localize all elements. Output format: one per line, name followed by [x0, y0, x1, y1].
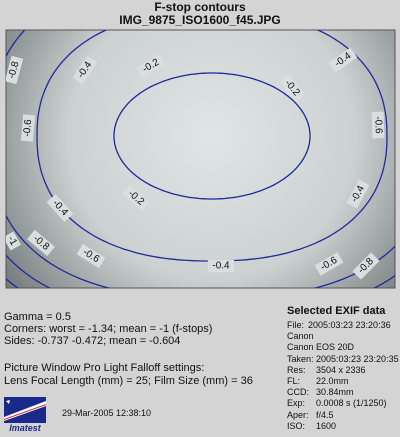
contour-label: -0.6 [371, 111, 385, 139]
settings-values: Lens Focal Length (mm) = 25; Film Size (… [4, 375, 253, 387]
exif-value: 0.0008 s (1/1250) [316, 398, 387, 409]
contour-label-text: -0.6 [372, 116, 384, 134]
exif-key: CCD: [287, 387, 309, 398]
contour-label-bg [27, 229, 55, 257]
contour-line-neg0_2 [113, 72, 311, 200]
exif-key: File: [287, 320, 305, 330]
contour-label-bg [6, 231, 21, 251]
contour-label-bg [6, 55, 24, 85]
exif-value: 2005:03:23 23:20:36 [308, 320, 391, 330]
contour-label-text: -0.8 [6, 60, 21, 80]
imatest-logo: Imatest [4, 397, 46, 433]
contour-label: -0.8 [6, 55, 24, 85]
contour-label-text: -0.4 [212, 261, 230, 272]
exif-key: Taken: [287, 353, 314, 364]
exif-key: Aper: [287, 409, 309, 420]
chart-title: F-stop contours [154, 0, 246, 14]
exif-title: Selected EXIF data [287, 305, 386, 317]
exif-value: 2005:03:23 23:20:35 [316, 353, 399, 364]
gamma-text: Gamma = 0.5 [4, 311, 71, 323]
sides-text: Sides: -0.737 -0.472; mean = -0.604 [4, 335, 181, 347]
exif-key: Canon EOS 20D [287, 342, 355, 353]
settings-title: Picture Window Pro Light Falloff setting… [4, 362, 205, 374]
exif-value: 22.0mm [316, 376, 349, 386]
contour-line-neg0_6 [6, 30, 395, 288]
contour-label: -0.4 [207, 260, 235, 272]
exif-key: Res: [287, 364, 306, 375]
contour-label-bg [46, 194, 74, 222]
contour-label-bg [20, 114, 36, 142]
exif-key: FL: [287, 376, 301, 386]
logo-text: Imatest [9, 423, 41, 433]
contour-label-bg [352, 252, 380, 280]
timestamp: 29-Mar-2005 12:38:10 [62, 408, 152, 418]
contour-label-bg [136, 54, 166, 78]
contour-label-bg [314, 252, 344, 276]
contour-label-bg [328, 47, 358, 73]
contour-label-bg [207, 260, 235, 272]
contour-label-bg [371, 111, 385, 139]
contour-label: -0.6 [20, 114, 36, 142]
exif-value: 30.84mm [316, 387, 354, 398]
exif-key: Exp: [287, 398, 306, 409]
contour-label-bg [278, 74, 306, 102]
contour-label-bg [346, 179, 370, 209]
contour-label-bg [122, 184, 150, 212]
exif-key: ISO: [287, 420, 306, 431]
contour-label-text: -0.6 [22, 119, 34, 138]
contour-label: -1 [6, 231, 21, 251]
exif-value: 3504 x 2336 [316, 364, 366, 375]
exif-value: f/4.5 [316, 409, 334, 420]
contour-label-bg [72, 55, 98, 85]
chart-subtitle: IMG_9875_ISO1600_f45.JPG [119, 13, 281, 27]
contour-label-bg [76, 243, 106, 269]
exif-key: Canon [287, 331, 314, 342]
corners-text: Corners: worst = -1.34; mean = -1 (f-sto… [4, 323, 213, 335]
exif-value: 1600 [316, 420, 337, 431]
contour-plot: -0.2-0.2-0.2-0.4-0.4-0.4-0.4-0.4-0.6-0.6… [5, 29, 396, 289]
contour-line-neg0_4 [36, 30, 388, 262]
logo-flag-icon [4, 397, 46, 423]
